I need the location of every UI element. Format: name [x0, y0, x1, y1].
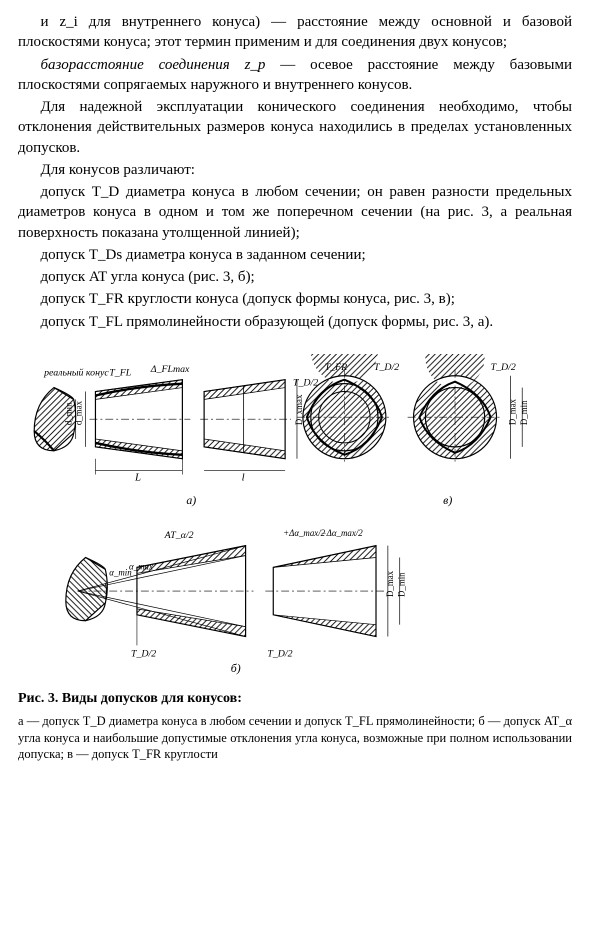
label-Dmax-b: D_max [385, 570, 395, 597]
sub-v: в) [443, 493, 452, 507]
label-Dxmax: D_xmax [294, 394, 304, 425]
label-tfl: T_FL [109, 367, 131, 378]
para-7: допуск AT угла конуса (рис. 3, б); [18, 267, 572, 287]
para-4: Для конусов различают: [18, 160, 572, 180]
label-mda: −Δα_max/2 [321, 528, 364, 538]
label-dfl: Δ_FLmax [150, 364, 190, 375]
para-6: допуск T_Ds диаметра конуса в заданном с… [18, 245, 572, 265]
figure-3: реальный конус T_FL Δ_FLmax d_max d_min … [18, 354, 572, 680]
label-td2c: T_D/2 [491, 362, 516, 373]
label-real: реальный конус [43, 367, 109, 378]
label-Dmax-v: D_max [507, 398, 517, 425]
label-Dmin-v: D_min [519, 400, 529, 425]
label-td2b: T_D/2 [374, 362, 399, 373]
sub-b: б) [231, 661, 241, 675]
para-3: Для надежной эксплуатации конического со… [18, 97, 572, 158]
label-Dmin-b: D_min [397, 572, 407, 597]
label-td2-br: T_D/2 [267, 648, 292, 659]
para-2: базорасстояние соединения z_p — осевое р… [18, 55, 572, 96]
label-at2: AT_α/2 [164, 529, 194, 540]
figure-legend: а — допуск T_D диаметра конуса в любом с… [18, 713, 572, 764]
label-amax: α_max [129, 561, 153, 571]
label-tfr: T_FR [325, 362, 347, 373]
view-a1: T_FL Δ_FLmax d_max d_min L [64, 364, 191, 484]
para-5: допуск T_D диаметра конуса в любом сечен… [18, 182, 572, 243]
figure-caption: Рис. 3. Виды допусков для конусов: [18, 690, 572, 709]
label-L: L [134, 471, 141, 483]
label-dmin-a1: d_min [64, 402, 74, 425]
para-1: и z_i для внутреннего конуса) — расстоян… [18, 12, 572, 53]
view-v1: T_FR T_D/2 [297, 354, 399, 465]
para-8: допуск T_FR круглости конуса (допуск фор… [18, 289, 572, 309]
figure-3-svg: реальный конус T_FL Δ_FLmax d_max d_min … [18, 354, 572, 680]
label-dmax-a1: d_max [74, 400, 84, 425]
view-v2: T_D/2 D_max D_min [408, 354, 530, 465]
label-td2-bl: T_D/2 [131, 648, 156, 659]
term-bazo: базорасстояние соединения z_p [41, 57, 266, 73]
label-l: l [242, 471, 245, 483]
label-pda: +Δα_max/2 [283, 528, 326, 538]
para-9: допуск T_FL прямолинейности образующей (… [18, 312, 572, 332]
view-a2: T_D/2 D_xmax l [200, 377, 318, 483]
sub-a: а) [186, 493, 196, 507]
view-b2: +Δα_max/2 −Δα_max/2 D_max D_min T_D/2 [265, 528, 406, 660]
